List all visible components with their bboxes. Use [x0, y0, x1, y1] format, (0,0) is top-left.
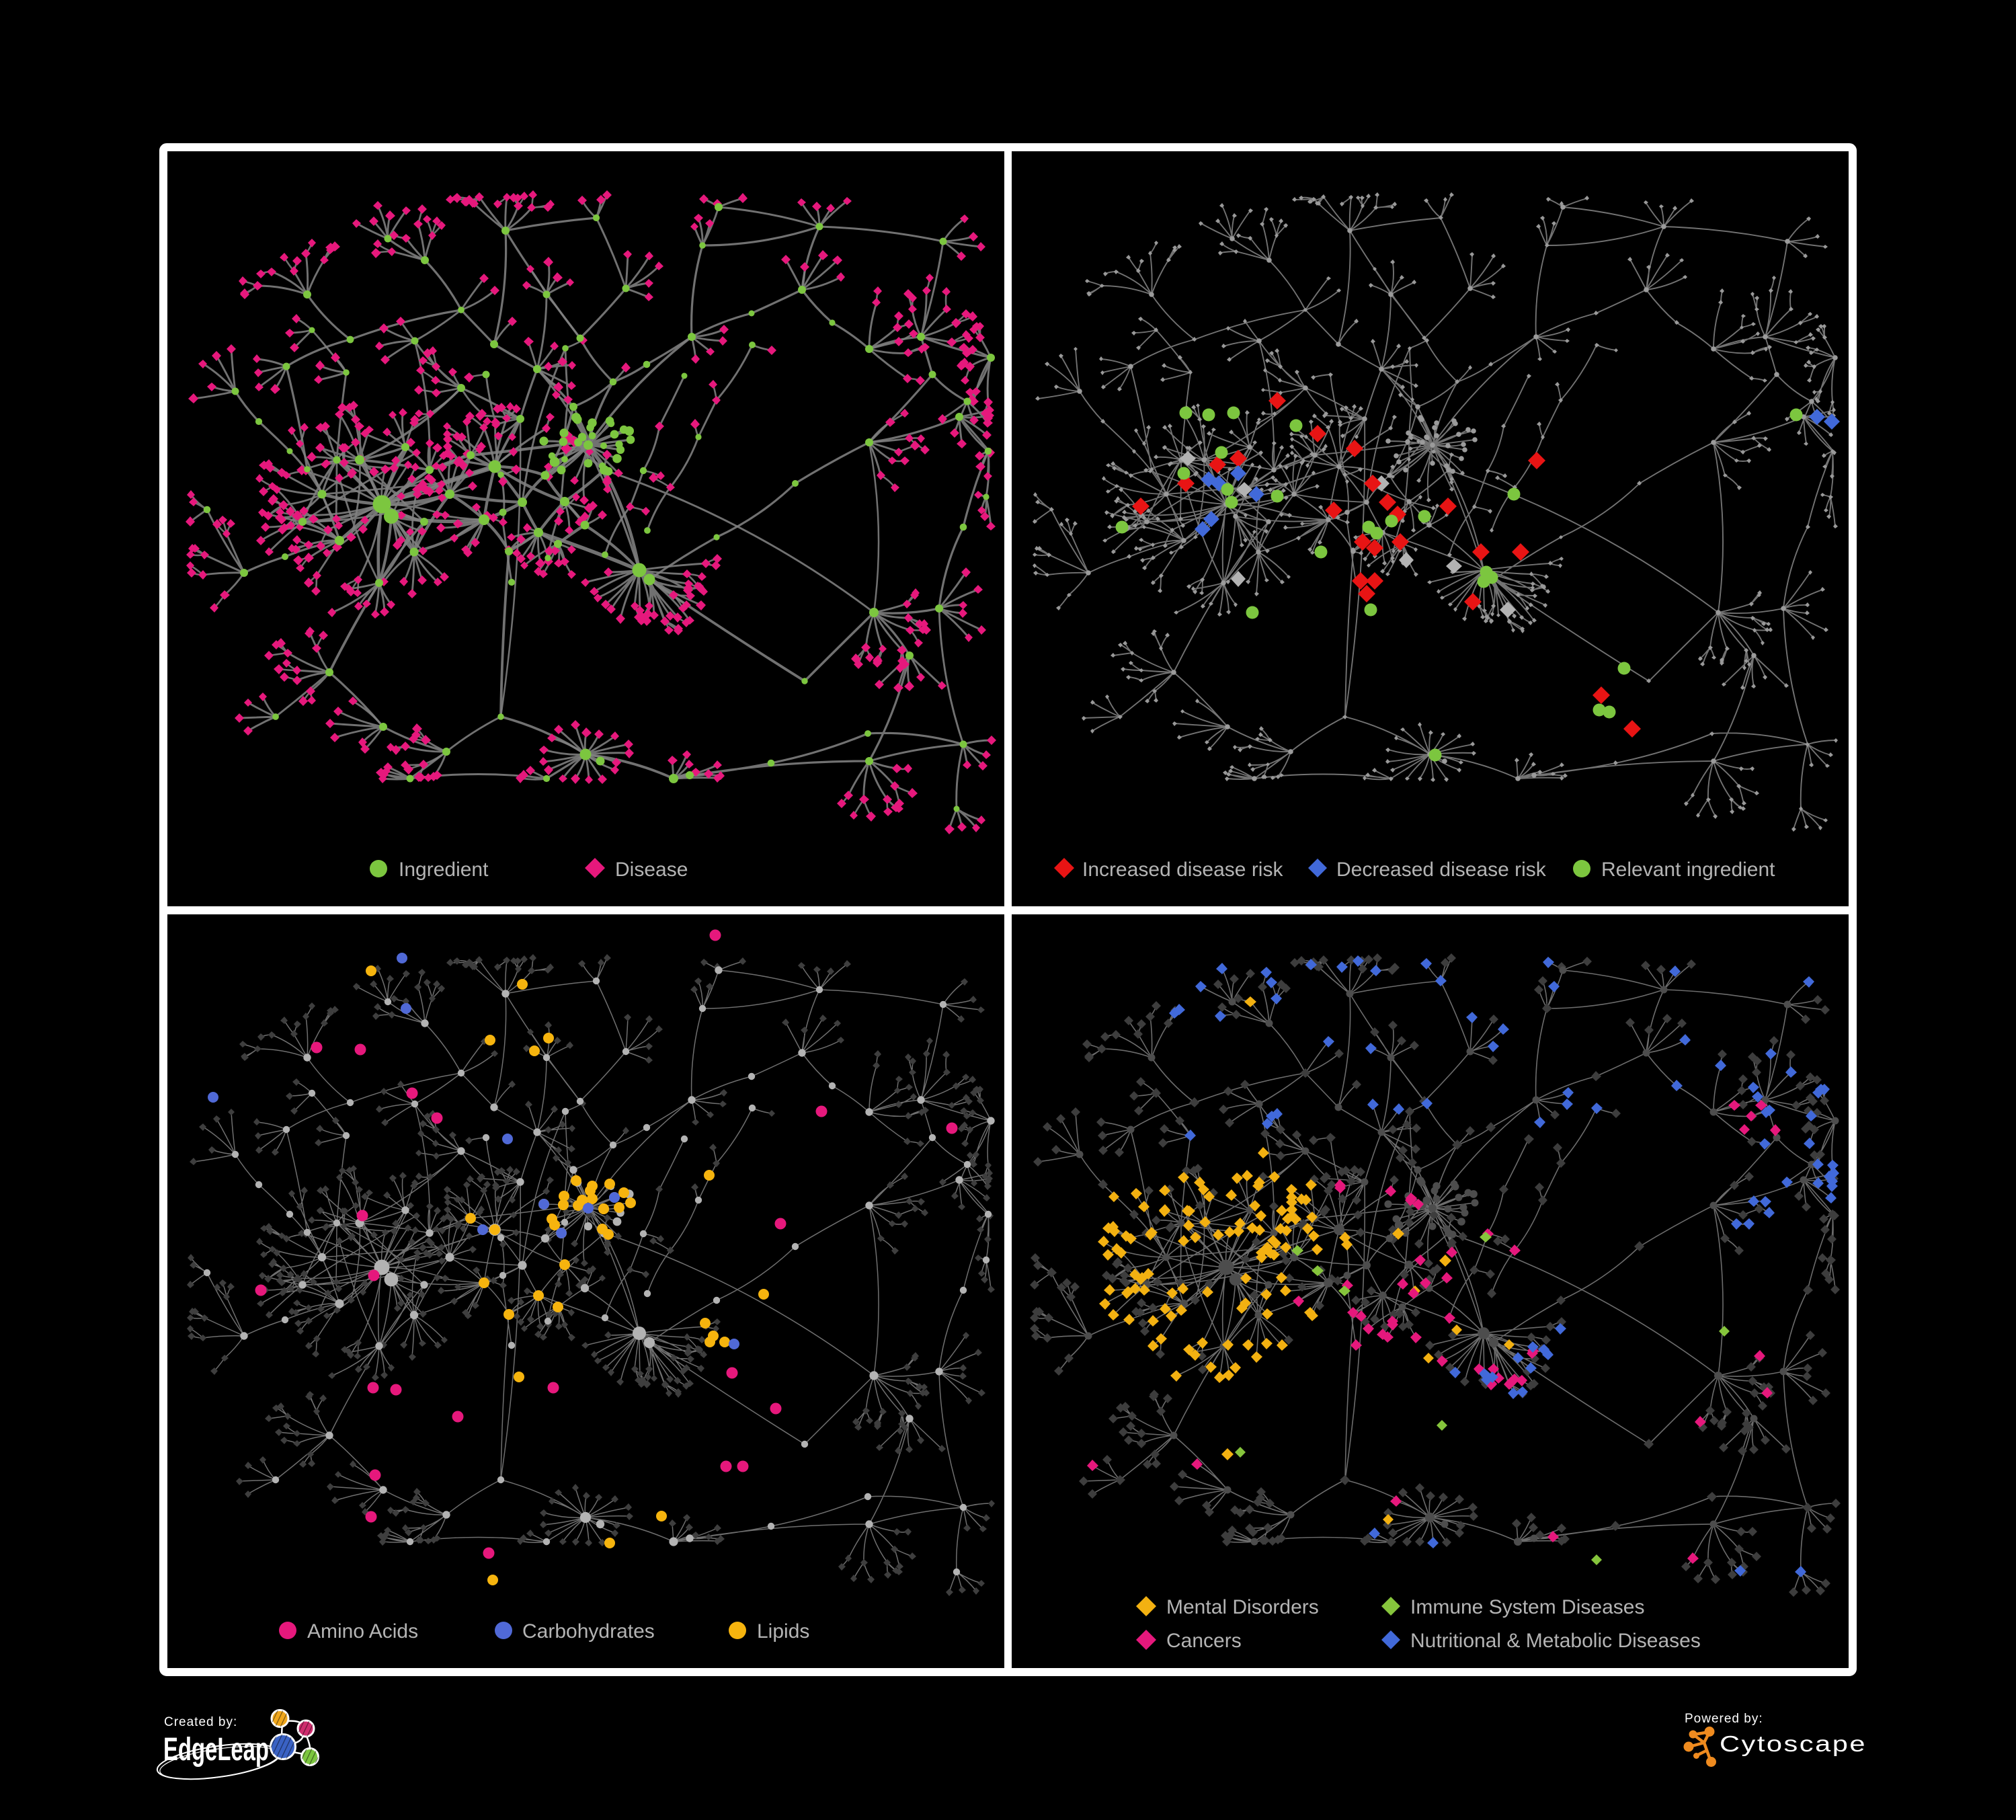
svg-text:Cytoscape: Cytoscape [1720, 1731, 1867, 1756]
svg-text:Relevant ingredient: Relevant ingredient [1601, 859, 1775, 881]
svg-text:Amino Acids: Amino Acids [307, 1620, 418, 1643]
svg-text:Nutritional & Metabolic Diseas: Nutritional & Metabolic Diseases [1410, 1630, 1701, 1652]
svg-text:Powered by:: Powered by: [1685, 1712, 1763, 1726]
svg-text:Created by:: Created by: [164, 1715, 237, 1729]
svg-text:Decreased disease risk: Decreased disease risk [1336, 859, 1547, 881]
svg-text:Disease: Disease [615, 859, 688, 881]
svg-text:Immune System Diseases: Immune System Diseases [1410, 1596, 1644, 1618]
svg-text:EdgeLeap: EdgeLeap [163, 1732, 269, 1768]
svg-text:Increased disease risk: Increased disease risk [1082, 859, 1283, 881]
svg-text:Lipids: Lipids [757, 1620, 809, 1643]
svg-text:Carbohydrates: Carbohydrates [522, 1620, 655, 1643]
svg-text:Cancers: Cancers [1166, 1630, 1242, 1652]
svg-text:Ingredient: Ingredient [399, 859, 489, 881]
svg-text:Mental Disorders: Mental Disorders [1166, 1596, 1319, 1618]
